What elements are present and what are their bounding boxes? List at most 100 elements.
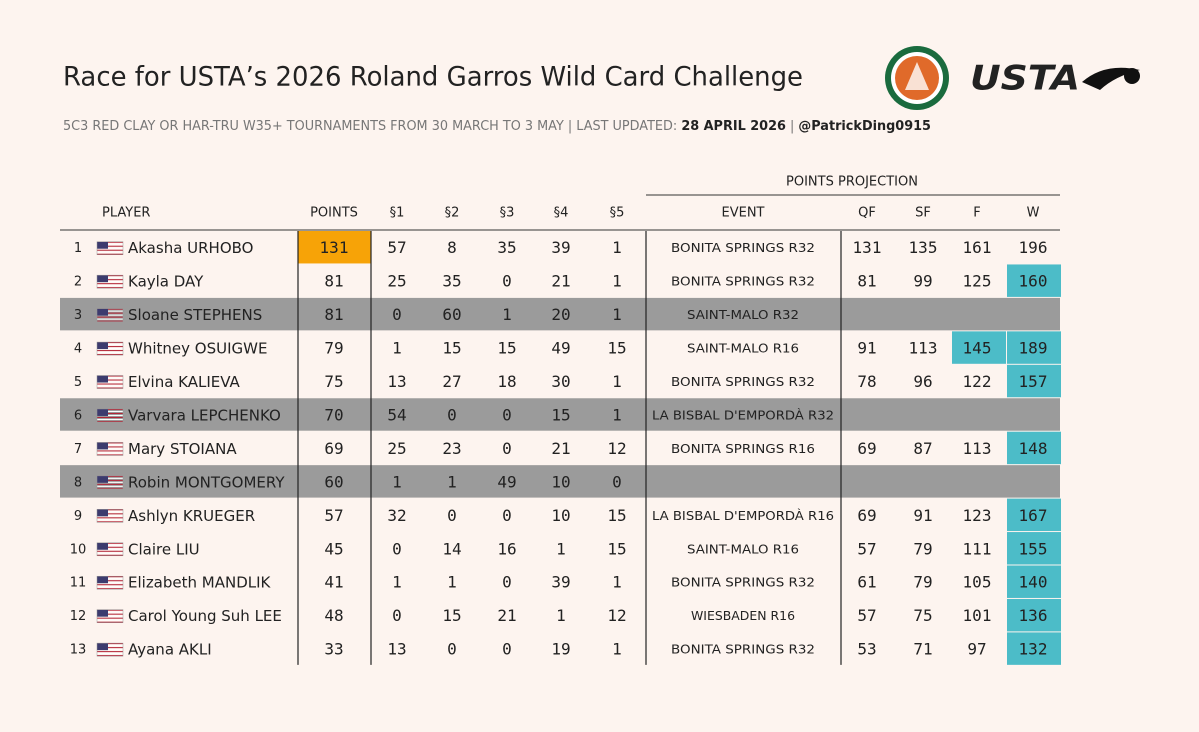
flag-stripe — [97, 511, 123, 513]
flag-stripe — [97, 487, 123, 489]
us-flag — [96, 475, 124, 490]
section-points: 49 — [551, 339, 570, 358]
flag-stripe — [97, 385, 123, 387]
player-name: Ayana AKLI — [128, 641, 212, 659]
flag-stripe — [97, 582, 123, 584]
event: BONITA SPRINGS R16 — [671, 441, 815, 456]
projection-highlight — [1007, 331, 1061, 364]
flag-border — [96, 609, 124, 623]
flag-border — [96, 274, 124, 289]
points: 33 — [324, 640, 343, 659]
projection: 99 — [913, 272, 932, 291]
projection: 125 — [963, 272, 992, 291]
section-points: 1 — [612, 405, 622, 424]
flag-stripe — [97, 387, 123, 389]
flag-stripe — [97, 519, 123, 521]
points: 75 — [324, 372, 343, 391]
flag-stripe — [97, 580, 123, 582]
event: SAINT-MALO R16 — [687, 541, 799, 556]
us-flag — [96, 575, 124, 590]
section-points: 39 — [551, 238, 570, 257]
flag-border — [96, 308, 124, 322]
section-points: 10 — [551, 506, 570, 525]
flag-stripe — [97, 245, 123, 247]
last-updated: 28 APRIL 2026 — [681, 119, 786, 134]
section-points: 0 — [502, 506, 512, 525]
projection-highlight — [1007, 632, 1061, 665]
event: BONITA SPRINGS R32 — [671, 240, 815, 255]
flag-stripe — [97, 521, 123, 523]
flag-stripe — [97, 550, 123, 552]
rank: 12 — [70, 609, 87, 624]
projection: 61 — [857, 573, 876, 592]
flag-stripe — [97, 586, 123, 588]
rank: 8 — [74, 475, 82, 490]
player-name: Varvara LEPCHENKO — [128, 406, 281, 424]
section-points: 0 — [447, 405, 457, 424]
section-points: 18 — [497, 372, 516, 391]
usta-swoosh — [1082, 67, 1140, 90]
flag-border — [96, 408, 124, 423]
points: 81 — [324, 305, 343, 324]
section-points: 1 — [556, 606, 566, 625]
section-points: 27 — [442, 372, 461, 391]
points: 45 — [324, 539, 343, 558]
handle: @PatrickDing0915 — [798, 119, 931, 134]
points: 48 — [324, 606, 343, 625]
flag-stripe — [97, 444, 123, 446]
section-points: 15 — [607, 539, 626, 558]
flag-stripe — [97, 588, 123, 590]
projection: 113 — [909, 339, 938, 358]
points: 81 — [324, 272, 343, 291]
projection: 136 — [1019, 606, 1048, 625]
section-points: 60 — [442, 305, 461, 324]
flag-stripe — [97, 552, 123, 554]
player-name: Kayla DAY — [128, 273, 204, 291]
flag-border — [96, 375, 124, 389]
event: BONITA SPRINGS R32 — [671, 642, 815, 657]
flag-stripe — [97, 485, 123, 487]
flag-stripe — [97, 546, 123, 548]
us-flag — [96, 241, 124, 255]
section-points: 0 — [502, 640, 512, 659]
projection: 96 — [913, 372, 932, 391]
flag-stripe — [97, 241, 123, 243]
event: WIESBADEN R16 — [691, 608, 795, 623]
flag-stripe — [97, 515, 123, 517]
flag-border — [96, 475, 124, 490]
flag-stripe — [97, 410, 123, 412]
rank: 13 — [70, 643, 87, 658]
section-points: 20 — [551, 305, 570, 324]
flag-stripe — [97, 316, 123, 318]
projection: 71 — [913, 640, 932, 659]
flag-canton — [97, 542, 108, 550]
section-points: 15 — [607, 339, 626, 358]
event: SAINT-MALO R32 — [687, 307, 799, 322]
table: POINTS PROJECTION PLAYER POINTS §1 §2 §3 §4 §5 E… — [60, 175, 1061, 665]
flag-border — [96, 642, 124, 657]
flag-stripe — [97, 483, 123, 485]
points: 70 — [324, 405, 343, 424]
flag-stripe — [97, 414, 123, 416]
eliminated-row — [60, 398, 1060, 431]
flag-stripe — [97, 544, 123, 546]
section-points: 12 — [607, 439, 626, 458]
flag-stripe — [97, 584, 123, 586]
projection: 161 — [963, 238, 992, 257]
flag-canton — [97, 643, 108, 651]
us-flag — [96, 542, 124, 557]
eliminated-row — [60, 297, 1060, 331]
flag-canton — [97, 442, 108, 450]
flag-canton — [97, 308, 108, 316]
player-name: Mary STOIANA — [128, 440, 237, 458]
flag-stripe — [97, 655, 123, 657]
projection: 57 — [857, 606, 876, 625]
flag-stripe — [97, 479, 123, 481]
section-points: 1 — [612, 372, 622, 391]
section-points: 35 — [497, 238, 516, 257]
flag-stripe — [97, 617, 123, 619]
section-points: 1 — [447, 472, 457, 491]
flag-stripe — [97, 619, 123, 621]
projection: 160 — [1019, 272, 1048, 291]
